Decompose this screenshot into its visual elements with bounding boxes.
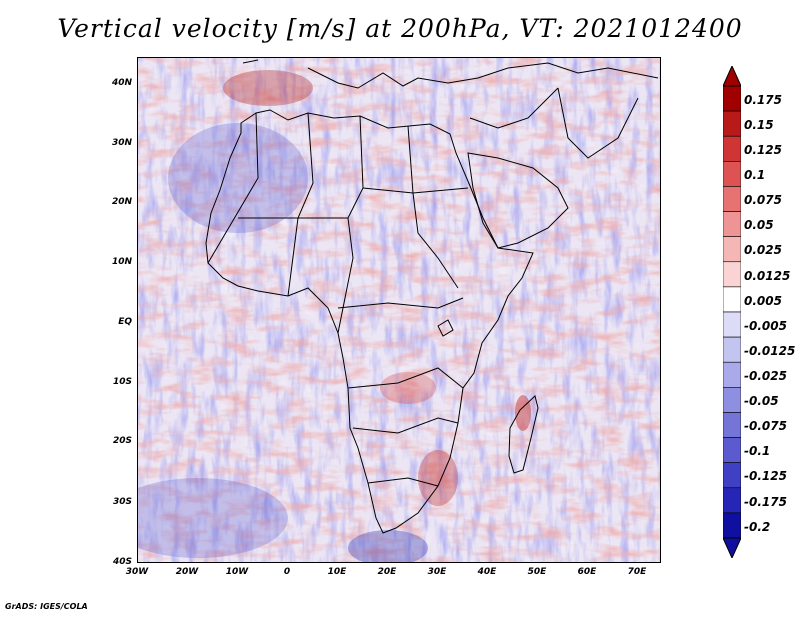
colorbar-box — [723, 110, 741, 137]
colorbar-box — [723, 437, 741, 463]
map-title: Vertical velocity [m/s] at 200hPa, VT: 2… — [57, 14, 743, 43]
border-line — [557, 87, 639, 159]
lon-label: 10E — [327, 567, 347, 577]
colorbar-box — [723, 186, 741, 212]
colorbar-label: 0.15 — [744, 117, 774, 132]
border-line — [367, 477, 439, 487]
lon-label: 0 — [283, 567, 291, 577]
colorbar-label: -0.0125 — [744, 343, 796, 358]
colorbar-box — [723, 462, 741, 489]
colorbar-box — [723, 261, 741, 288]
colorbar — [723, 66, 741, 558]
colorbar-box — [723, 487, 741, 514]
ascent-cell-central — [380, 372, 436, 404]
colorbar-boxes — [723, 85, 741, 539]
colorbar-label: -0.175 — [744, 494, 787, 509]
colorbar-top-arrow — [723, 66, 741, 87]
lon-label: 20W — [175, 567, 199, 577]
colorbar-box — [723, 387, 741, 413]
colorbar-label: 0.175 — [744, 92, 782, 107]
colorbar-label: -0.025 — [744, 369, 787, 384]
velocity-field-map — [138, 58, 660, 562]
colorbar-label: 0.025 — [744, 243, 782, 258]
colorbar-box — [723, 211, 741, 237]
colorbar-label: 0.0125 — [744, 268, 791, 283]
lat-label: 40N — [111, 78, 132, 88]
lon-label: 70E — [627, 567, 647, 577]
colorbar-label: 0.05 — [744, 218, 774, 233]
colorbar-box — [723, 135, 741, 162]
colorbar-box — [723, 236, 741, 263]
lat-label: 20N — [111, 197, 132, 207]
border-line — [207, 112, 259, 264]
lat-label: 30N — [111, 138, 132, 148]
colorbar-box — [723, 311, 741, 338]
lon-label: 40E — [477, 567, 497, 577]
colorbar-label: -0.1 — [744, 444, 771, 459]
descent-cell-south-atlantic — [138, 478, 288, 558]
colorbar-box — [723, 286, 741, 313]
lat-label: 40S — [112, 557, 132, 567]
colorbar-label: 0.1 — [744, 168, 766, 183]
lake-victoria — [437, 319, 454, 337]
europe-coast — [242, 59, 659, 89]
colorbar-bottom-arrow — [723, 537, 741, 558]
descent-cell-cape — [348, 530, 428, 562]
colorbar-label: 0.125 — [744, 143, 782, 158]
lon-label: 60E — [577, 567, 597, 577]
border-line — [347, 367, 464, 389]
lat-label: 10S — [112, 377, 132, 387]
lon-label: 10W — [225, 567, 249, 577]
ascent-cell-south — [418, 450, 458, 506]
ascent-cell-madagascar — [515, 395, 531, 431]
colorbar-label: -0.075 — [744, 419, 787, 434]
colorbar-box — [723, 412, 741, 438]
colorbar-box — [723, 161, 741, 187]
white-streaks — [138, 58, 660, 562]
coastlines — [205, 59, 659, 534]
border-line — [287, 112, 314, 297]
lon-label: 20E — [377, 567, 397, 577]
colorbar-label: -0.125 — [744, 469, 787, 484]
map-panel — [137, 57, 661, 563]
border-line — [352, 417, 459, 434]
grads-credit: GrADS: IGES/COLA — [5, 602, 88, 611]
border-line — [469, 87, 559, 129]
lat-label: 10N — [111, 257, 132, 267]
lat-label: EQ — [118, 317, 132, 327]
lon-label: 30W — [125, 567, 149, 577]
colorbar-label: -0.2 — [744, 519, 771, 534]
lon-label: 30E — [427, 567, 447, 577]
descent-cell-sahara — [168, 123, 308, 233]
lon-label: 50E — [527, 567, 547, 577]
lat-label: 20S — [112, 436, 132, 446]
lat-label: 30S — [112, 497, 132, 507]
border-line — [407, 125, 459, 289]
arabian-peninsula — [467, 152, 569, 249]
madagascar-coastline — [508, 395, 539, 474]
border-line — [362, 187, 469, 194]
colorbar-box — [723, 361, 741, 388]
colorbar-label: -0.05 — [744, 394, 779, 409]
colorbar-label: -0.005 — [744, 318, 787, 333]
ascent-cell-med — [223, 70, 313, 106]
colorbar-label: 0.005 — [744, 293, 782, 308]
border-line — [337, 297, 464, 309]
colorbar-box — [723, 85, 741, 112]
colorbar-box — [723, 336, 741, 363]
colorbar-box — [723, 512, 741, 539]
colorbar-label: 0.075 — [744, 193, 782, 208]
